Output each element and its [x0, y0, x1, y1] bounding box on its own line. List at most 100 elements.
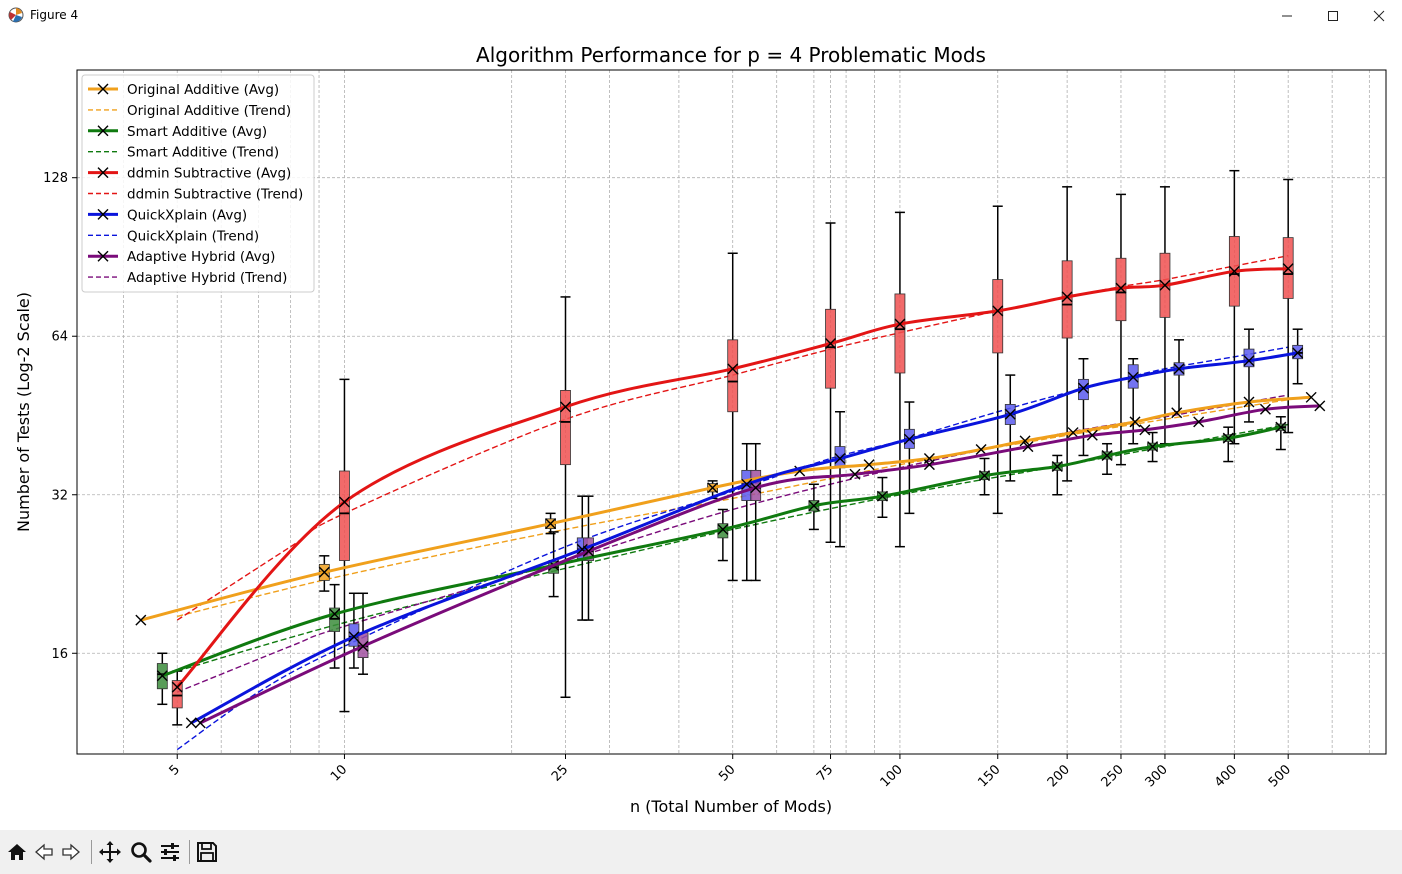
data-point [348, 631, 360, 643]
marker-stroke [707, 482, 719, 494]
marker-stroke [582, 545, 594, 557]
legend-entry: Adaptive Hybrid (Avg) [88, 249, 275, 265]
marker-stroke [1222, 432, 1234, 444]
floppy-disk-icon [197, 842, 217, 862]
data-point [329, 608, 341, 620]
data-point [876, 490, 888, 502]
y-tick-label: 64 [51, 330, 68, 345]
data-point [727, 363, 739, 375]
legend-entry: Original Additive (Avg) [88, 82, 279, 98]
y-tick-label: 16 [51, 647, 68, 662]
navigation-toolbar [0, 830, 1402, 874]
average-line [140, 395, 1312, 622]
box-plot [741, 442, 753, 582]
legend-label: ddmin Subtractive (Trend) [127, 187, 303, 203]
marker-stroke [1067, 427, 1079, 439]
chart: 5 10 25 50 75 100 150 200 250 300 400 500163264128 … [14, 43, 1387, 816]
window-titlebar: Figure 4 [0, 0, 1402, 32]
marker-stroke [1243, 355, 1255, 367]
data-point [1115, 282, 1127, 294]
marker-stroke [1275, 421, 1287, 433]
marker-stroke [876, 490, 888, 502]
marker-stroke [576, 543, 588, 555]
marker-stroke [808, 500, 820, 512]
data-point [808, 500, 820, 512]
data-point [1282, 263, 1294, 275]
data-point [1127, 371, 1139, 383]
marker-stroke [849, 468, 861, 480]
box-body [171, 680, 183, 709]
box-plot [1078, 357, 1089, 457]
box-plot [1243, 328, 1255, 423]
legend-label: Original Additive (Trend) [127, 103, 291, 119]
data-point [1259, 403, 1271, 415]
x-axis-label: n (Total Number of Mods) [630, 797, 832, 816]
marker-stroke [992, 305, 1004, 317]
data-point [992, 305, 1004, 317]
marker-stroke [1129, 416, 1141, 428]
marker-stroke [357, 640, 369, 652]
close-button[interactable] [1356, 0, 1402, 32]
minimize-button[interactable] [1264, 0, 1310, 32]
marker-stroke [1077, 382, 1089, 394]
data-point [707, 482, 719, 494]
data-point [1077, 382, 1089, 394]
marker-stroke [1193, 416, 1205, 428]
configure-subplots-button[interactable] [157, 839, 183, 865]
data-point [171, 681, 183, 693]
box-plot [992, 205, 1004, 515]
data-point [741, 478, 753, 490]
data-point [1147, 441, 1159, 453]
marker-stroke [1061, 291, 1073, 303]
plot-area-frame [76, 69, 1387, 755]
legend-marker [97, 208, 109, 220]
marker-stroke [185, 717, 197, 729]
marker-stroke [1282, 263, 1294, 275]
marker-stroke [97, 125, 109, 137]
box-plot [329, 583, 341, 669]
marker-stroke [741, 478, 753, 490]
marker-stroke [1022, 441, 1034, 453]
data-point [1275, 421, 1287, 433]
box-body [992, 279, 1004, 354]
box-plots [156, 169, 1304, 726]
data-point [1019, 435, 1031, 447]
legend-marker [97, 167, 109, 179]
maximize-button[interactable] [1310, 0, 1356, 32]
save-button[interactable] [194, 839, 220, 865]
toolbar-separator [91, 840, 92, 864]
data-point [1243, 355, 1255, 367]
pan-button[interactable] [97, 839, 123, 865]
data-point [1193, 416, 1205, 428]
home-button[interactable] [4, 839, 30, 865]
box-body [329, 607, 341, 632]
legend-label: QuickXplain (Avg) [127, 207, 247, 223]
box-body [825, 308, 836, 389]
chart-title: Algorithm Performance for p = 4 Problema… [476, 43, 986, 67]
data-point [975, 444, 987, 456]
marker-stroke [1086, 429, 1098, 441]
data-point [834, 452, 846, 464]
data-point [1243, 396, 1255, 408]
x-tick-label: 150 [975, 762, 1003, 790]
data-point [1171, 407, 1183, 419]
maximize-icon [1328, 11, 1338, 21]
legend-entry: ddmin Subtractive (Avg) [88, 166, 291, 182]
data-point [318, 566, 330, 578]
data-point [1022, 441, 1034, 453]
marker-stroke [863, 459, 875, 471]
legend-marker [97, 83, 109, 95]
marker-stroke [1228, 265, 1240, 277]
marker-stroke [348, 631, 360, 643]
back-button[interactable] [31, 839, 57, 865]
zoom-button[interactable] [128, 839, 154, 865]
window-title: Figure 4 [30, 8, 79, 22]
forward-button[interactable] [58, 839, 84, 865]
box-plot [727, 252, 739, 582]
move-icon [99, 841, 121, 863]
y-tick-label: 128 [43, 171, 68, 186]
data-point [903, 433, 915, 445]
close-icon [1373, 10, 1385, 22]
legend-entry: Smart Additive (Trend) [88, 145, 279, 161]
box-plot [560, 296, 571, 699]
